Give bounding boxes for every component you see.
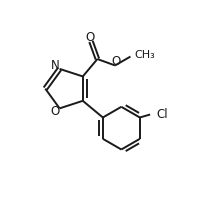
Text: O: O	[85, 30, 95, 44]
Text: CH₃: CH₃	[134, 50, 155, 60]
Text: O: O	[51, 105, 60, 118]
Text: O: O	[111, 55, 121, 68]
Text: Cl: Cl	[156, 108, 168, 121]
Text: N: N	[51, 59, 60, 72]
